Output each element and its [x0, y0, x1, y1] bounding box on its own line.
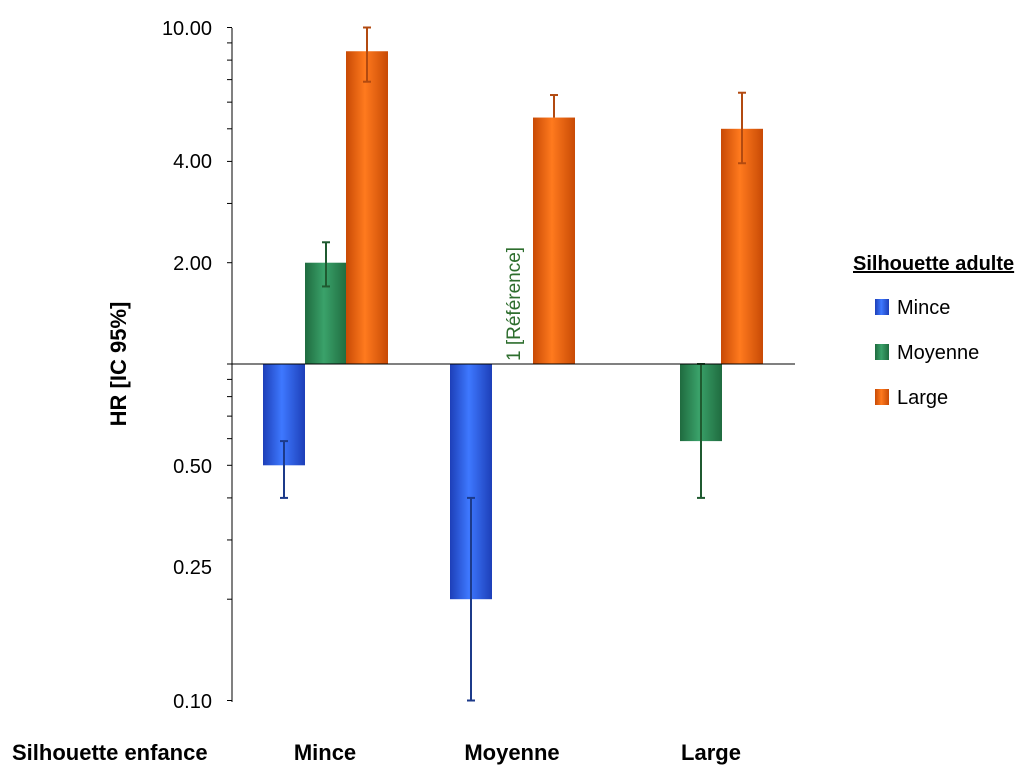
error-bar-moyenne-mince [322, 241, 330, 288]
bar-large-moyenne [533, 117, 575, 364]
legend-label-large: Large [897, 387, 948, 409]
legend-swatch-large [875, 389, 889, 405]
bar-large-mince [346, 51, 388, 365]
error-bar-mince-moyenne [467, 496, 475, 702]
legend-title: Silhouette adulte [853, 253, 1014, 275]
y-axis-title: HR [IC 95%] [106, 302, 131, 427]
legend-swatch-moyenne [875, 344, 889, 360]
reference-label: 1 [Référence] [504, 247, 525, 361]
x-axis-title: Silhouette enfance [12, 740, 208, 765]
error-bar-large-large [738, 91, 746, 165]
y-tick-label: 2.00 [173, 253, 212, 275]
y-tick-label: 4.00 [173, 151, 212, 173]
y-axis-minor-ticks [227, 27, 232, 701]
y-tick-label: 10.00 [162, 18, 212, 40]
legend-swatch-mince [875, 299, 889, 315]
error-bar-large-moyenne [550, 94, 558, 118]
legend-label-moyenne: Moyenne [897, 342, 979, 364]
y-tick-label: 0.10 [173, 691, 212, 713]
x-category-label: Mince [294, 740, 356, 765]
error-bars-group [280, 26, 746, 702]
x-category-label: Moyenne [464, 740, 559, 765]
error-bar-mince-mince [280, 440, 288, 499]
error-bar-large-mince [363, 26, 371, 83]
x-category-label: Large [681, 740, 741, 765]
y-tick-label: 0.50 [173, 456, 212, 478]
legend-label-mince: Mince [897, 297, 950, 319]
y-tick-label: 0.25 [173, 557, 212, 579]
bar-large-large [721, 128, 763, 364]
